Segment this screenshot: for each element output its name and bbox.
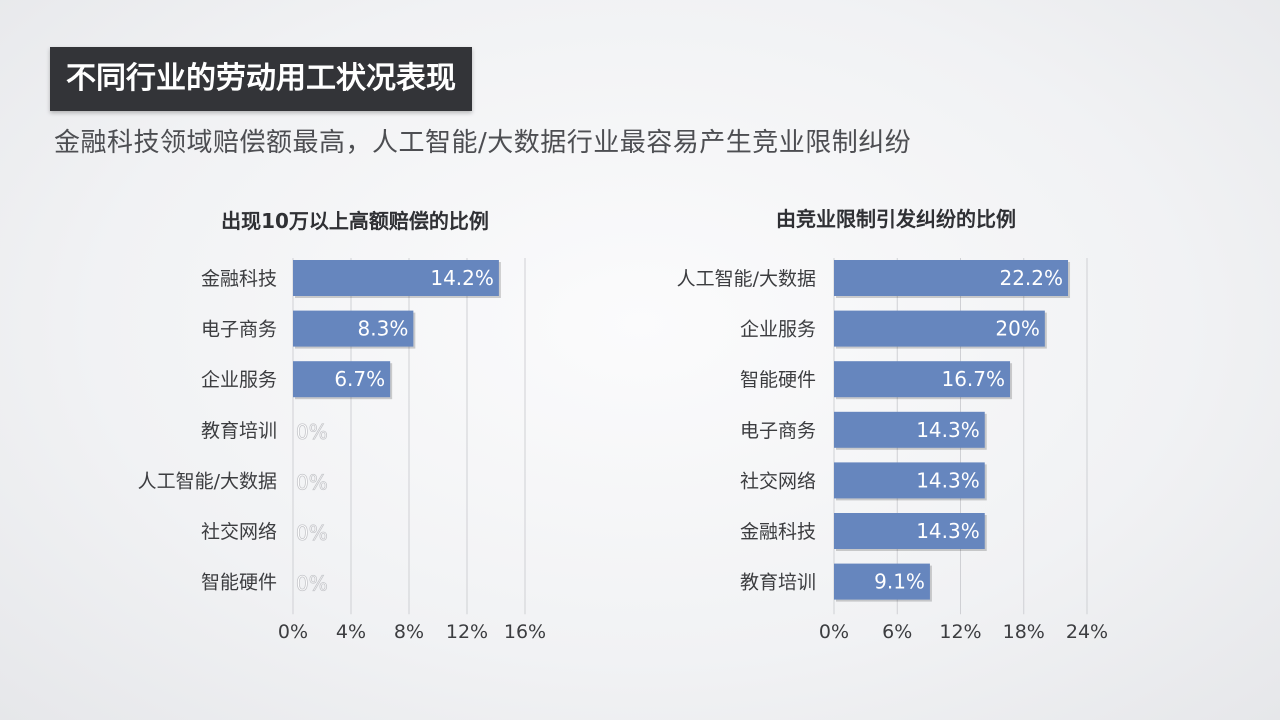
left-category-label: 金融科技 xyxy=(201,268,277,290)
left-x-tick-label: 8% xyxy=(394,621,424,643)
left-bar xyxy=(293,361,391,398)
left-value-label: 14.2% xyxy=(430,266,494,290)
left-x-tick-label: 16% xyxy=(504,621,546,643)
left-x-tick-label: 4% xyxy=(336,621,366,643)
page-subtitle: 金融科技领域赔偿额最高，人工智能/大数据行业最容易产生竞业限制纠纷 xyxy=(54,128,912,158)
left-category-label: 社交网络 xyxy=(201,521,277,543)
left-category-label: 企业服务 xyxy=(201,369,277,391)
left-value-label: 0% xyxy=(296,572,328,596)
left-x-tick-label: 0% xyxy=(278,621,308,643)
left-value-label: 6.7% xyxy=(334,367,385,391)
left-category-label: 人工智能/大数据 xyxy=(138,470,277,492)
left-value-label: 0% xyxy=(296,420,328,444)
left-category-label: 电子商务 xyxy=(201,319,277,341)
left-category-label: 智能硬件 xyxy=(201,572,277,594)
left-chart-title: 出现10万以上高额赔偿的比例 xyxy=(221,209,489,233)
page-title: 不同行业的劳动用工状况表现 xyxy=(50,47,472,111)
left-category-label: 教育培训 xyxy=(201,420,277,442)
left-value-label: 0% xyxy=(296,470,328,494)
left-bar xyxy=(293,260,499,296)
left-bar xyxy=(293,310,414,347)
left-x-tick-label: 12% xyxy=(446,621,488,643)
left-value-label: 8.3% xyxy=(358,317,409,341)
left-value-label: 0% xyxy=(296,521,328,545)
